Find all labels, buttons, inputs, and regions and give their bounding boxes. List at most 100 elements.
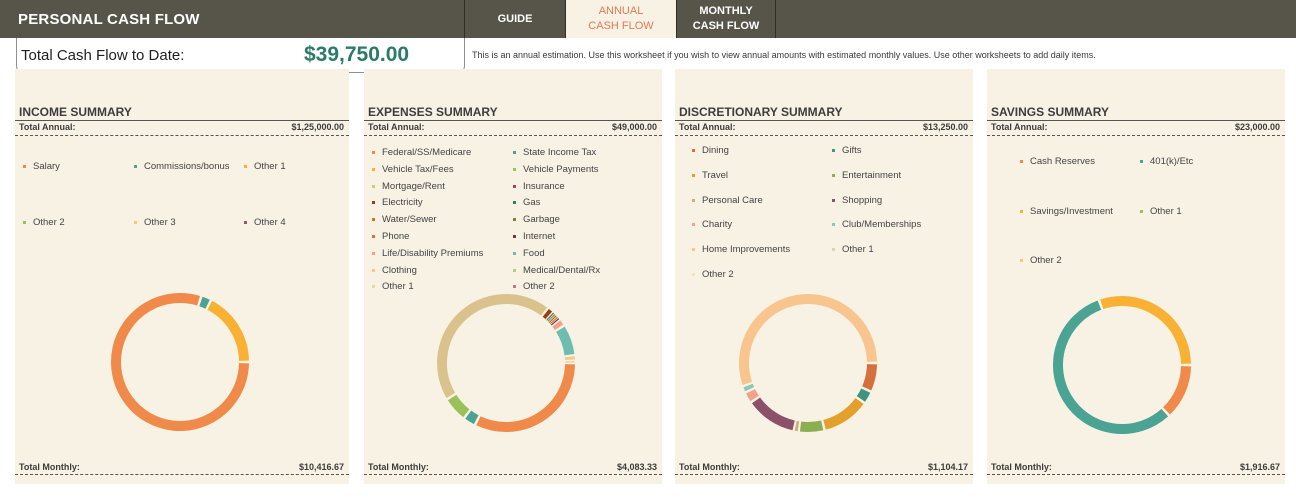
legend-label: Charity [702, 219, 733, 231]
income-annual-value: $1,25,000.00 [291, 122, 344, 132]
divider [987, 120, 1285, 121]
tab-annual-cash-flow[interactable]: ANNUAL CASH FLOW [565, 0, 676, 38]
legend-label: Travel [702, 169, 729, 181]
legend-label: Commissions/bonus [144, 161, 230, 172]
donut-slice-charity [746, 389, 759, 402]
legend-item-other-1: Other 1 [832, 244, 874, 255]
legend-label: Insurance [523, 180, 565, 192]
tab-guide[interactable]: GUIDE [464, 0, 565, 38]
donut-slice-salary [111, 293, 249, 431]
legend-item-state-income-tax: State Income Tax [513, 147, 596, 158]
expenses-summary-panel: EXPENSES SUMMARY Total Annual: $49,000.0… [364, 69, 662, 484]
legend-label: Other 2 [33, 217, 65, 228]
discretionary-monthly-label: Total Monthly: [679, 462, 740, 472]
legend-label: Food [523, 247, 545, 259]
legend-swatch [372, 218, 375, 222]
legend-item-gifts: Gifts [832, 145, 862, 156]
divider [675, 135, 973, 136]
legend-swatch [1020, 259, 1023, 262]
income-donut-chart [111, 293, 249, 431]
discretionary-summary-panel: DISCRETIONARY SUMMARY Total Annual: $13,… [675, 69, 973, 484]
donut-slice-federal-ss-medicare [476, 364, 575, 432]
income-annual-label: Total Annual: [19, 122, 76, 132]
divider [364, 474, 662, 475]
legend-swatch [513, 218, 516, 222]
legend-item-savings-investment: Savings/Investment [1020, 206, 1113, 217]
legend-label: Other 1 [382, 281, 414, 293]
divider [987, 135, 1285, 136]
savings-annual-label: Total Annual: [991, 122, 1048, 132]
donut-slice-shopping [751, 397, 795, 431]
legend-item-other-2: Other 2 [692, 269, 734, 280]
legend-swatch [832, 173, 835, 177]
legend-swatch [692, 173, 695, 177]
donut-slice-entertainment [799, 420, 824, 432]
expenses-donut-chart [437, 294, 575, 432]
legend-item-garbage: Garbage [513, 214, 560, 225]
donut-slice-personal-care [794, 420, 800, 432]
divider [15, 474, 349, 475]
legend-label: Clothing [382, 264, 417, 276]
legend-label: Medical/Dental/Rx [523, 264, 601, 276]
donut-slice-electricity [542, 308, 553, 320]
legend-label: Personal Care [702, 194, 763, 206]
legend-swatch [1020, 160, 1023, 163]
legend-item-phone: Phone [372, 231, 409, 242]
donut-slice-mortgage-rent [437, 294, 547, 398]
divider [364, 120, 662, 121]
legend-label: Internet [523, 231, 556, 242]
top-bar: PERSONAL CASH FLOW GUIDE ANNUAL CASH FLO… [0, 0, 1296, 38]
legend-swatch [513, 235, 516, 238]
worksheet-note: This is an annual estimation. Use this w… [472, 50, 1096, 60]
legend-item-personal-care: Personal Care [692, 195, 763, 206]
expenses-monthly-value: $4,083.33 [616, 462, 657, 472]
legend-item-travel: Travel [692, 170, 728, 181]
discretionary-annual-value: $13,250.00 [922, 122, 968, 132]
legend-swatch [372, 235, 375, 238]
legend-swatch [372, 151, 375, 154]
legend-item-401-k-etc: 401(k)/Etc [1140, 156, 1193, 167]
legend-swatch [513, 184, 516, 188]
legend-item-gas: Gas [513, 197, 540, 208]
savings-donut-chart [1053, 296, 1191, 434]
legend-label: Savings/Investment [1030, 205, 1113, 217]
legend-label: State Income Tax [523, 147, 597, 158]
legend-swatch [372, 268, 375, 272]
legend-label: Life/Disability Premiums [382, 247, 484, 259]
legend-item-other-2: Other 2 [513, 281, 555, 292]
savings-monthly-label: Total Monthly: [991, 462, 1052, 472]
legend-swatch [1140, 160, 1143, 163]
tab-monthly-cash-flow[interactable]: MONTHLY CASH FLOW [676, 0, 776, 38]
legend-swatch [372, 251, 375, 255]
tab-monthly-label-line1: MONTHLY [699, 5, 753, 17]
legend-label: Vehicle Tax/Fees [382, 163, 454, 175]
app-title: PERSONAL CASH FLOW [18, 11, 200, 28]
legend-swatch [513, 268, 516, 272]
tab-annual-label-line2: CASH FLOW [588, 20, 654, 32]
legend-label: Other 3 [144, 217, 176, 228]
donut-slice-state-income-tax [465, 410, 479, 425]
legend-swatch [513, 251, 516, 255]
legend-label: Other 4 [254, 217, 286, 228]
legend-label: Mortgage/Rent [382, 180, 445, 192]
donut-slice-vehicle-payments [447, 394, 470, 418]
income-monthly-value: $10,416.67 [298, 462, 344, 472]
income-summary-title: INCOME SUMMARY [19, 105, 132, 119]
expenses-monthly-label: Total Monthly: [368, 462, 429, 472]
divider [675, 474, 973, 475]
legend-swatch [692, 198, 695, 202]
legend-item-other-3: Other 3 [134, 217, 176, 228]
total-cash-flow-value: $39,750.00 [304, 43, 410, 66]
legend-item-other-1: Other 1 [244, 161, 286, 172]
donut-slice-life-disability-premiums [552, 320, 564, 331]
legend-item-club-memberships: Club/Memberships [832, 219, 921, 230]
legend-label: Federal/SS/Medicare [382, 147, 472, 158]
savings-annual-value: $23,000.00 [1234, 122, 1280, 132]
legend-item-vehicle-tax-fees: Vehicle Tax/Fees [372, 164, 454, 175]
donut-slice-food [556, 326, 575, 356]
legend-swatch [134, 221, 137, 224]
legend-item-commissions-bonus: Commissions/bonus [134, 161, 230, 172]
legend-label: Phone [382, 231, 410, 242]
legend-item-dining: Dining [692, 145, 729, 156]
legend-label: Other 2 [702, 269, 734, 280]
